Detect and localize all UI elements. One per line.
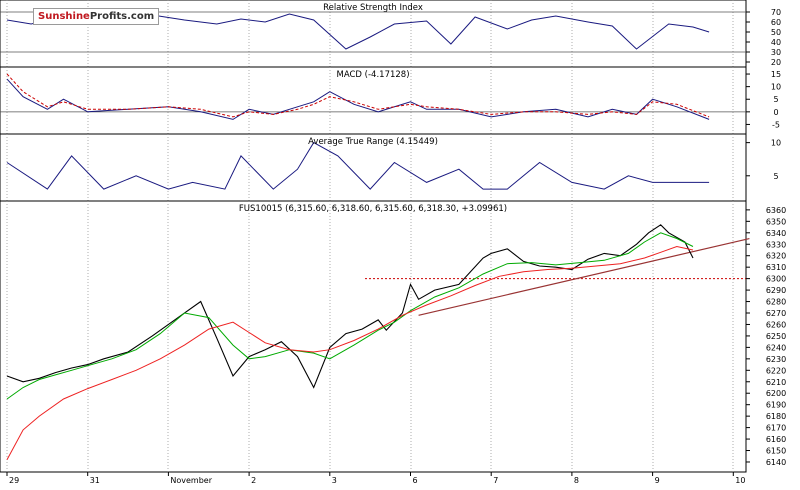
rsi-ytick-label: 40 — [771, 38, 781, 47]
price-title: FUS10015 (6,315.60, 6,318.60, 6,315.60, … — [239, 204, 507, 214]
atr-ytick-label: 10 — [771, 139, 781, 148]
price-ytick-label: 6230 — [766, 355, 786, 364]
macd-ytick-label: -5 — [772, 120, 780, 129]
x-tick-label: 2 — [251, 476, 256, 485]
price-frame — [0, 200, 747, 473]
price-ytick-label: 6210 — [766, 378, 786, 387]
macd-ytick-label: 15 — [771, 70, 781, 79]
rsi-ytick-label: 60 — [771, 18, 781, 27]
brand-logo-part1: Sunshine — [38, 11, 90, 22]
atr-series-0-line — [6, 141, 710, 190]
macd-ytick-label: 10 — [771, 83, 781, 92]
price-ytick-label: 6300 — [766, 275, 786, 284]
price-ytick-label: 6290 — [766, 286, 786, 295]
brand-logo[interactable]: SunshineProfits.com — [33, 8, 160, 25]
x-tick-label: 9 — [655, 476, 660, 485]
macd-ytick-label: 0 — [773, 108, 778, 117]
price-ytick-label: 6310 — [766, 263, 786, 272]
atr-title: Average True Range (4.15449) — [308, 137, 438, 147]
price-ytick-label: 6270 — [766, 309, 786, 318]
x-tick-label: 29 — [9, 476, 19, 485]
price-ytick-label: 6330 — [766, 240, 786, 249]
panel-atr: 5 10 Average True Range (4.15449) — [0, 133, 781, 202]
macd-series-1-line — [6, 73, 710, 118]
price-series-0-line — [6, 224, 694, 389]
x-tick-label: 31 — [90, 476, 100, 485]
macd-frame — [0, 66, 747, 135]
x-tick-label: 3 — [332, 476, 337, 485]
brand-logo-suffix: .com — [127, 11, 155, 22]
price-ytick-label: 6170 — [766, 424, 786, 433]
rsi-ytick-label: 70 — [771, 8, 781, 17]
panel-macd: -5 0 5 10 15 MACD (-4.17128) — [0, 66, 781, 135]
atr-ytick-label: 5 — [773, 172, 778, 181]
price-ytick-label: 6150 — [766, 447, 786, 456]
price-ytick-label: 6240 — [766, 343, 786, 352]
price-series-1-line — [6, 232, 694, 400]
panel-price: 6140615061606170618061906200621062206230… — [0, 200, 786, 485]
price-series-2-line — [6, 245, 694, 460]
price-ytick-label: 6360 — [766, 206, 786, 215]
price-ytick-label: 6260 — [766, 320, 786, 329]
macd-title: MACD (-4.17128) — [336, 70, 409, 80]
brand-logo-part2: Profits — [89, 11, 128, 22]
price-ytick-label: 6320 — [766, 252, 786, 261]
x-tick-label: 6 — [413, 476, 418, 485]
price-ytick-label: 6250 — [766, 332, 786, 341]
x-tick-label: 8 — [574, 476, 579, 485]
price-ytick-label: 6140 — [766, 458, 786, 467]
x-tick-label: 10 — [735, 476, 745, 485]
price-ytick-label: 6350 — [766, 217, 786, 226]
rsi-title: Relative Strength Index — [323, 3, 423, 13]
price-ytick-label: 6180 — [766, 412, 786, 421]
x-tick-label: 7 — [493, 476, 498, 485]
rsi-ytick-label: 30 — [771, 48, 781, 57]
price-ytick-label: 6220 — [766, 366, 786, 375]
price-ytick-label: 6190 — [766, 401, 786, 410]
rsi-ytick-label: 50 — [771, 28, 781, 37]
rsi-ytick-label: 20 — [771, 58, 781, 67]
x-tick-label: November — [170, 476, 212, 485]
price-ytick-label: 6160 — [766, 435, 786, 444]
atr-frame — [0, 133, 747, 202]
macd-ytick-label: 5 — [773, 95, 778, 104]
price-ytick-label: 6280 — [766, 298, 786, 307]
price-ytick-label: 6340 — [766, 229, 786, 238]
price-ytick-label: 6200 — [766, 389, 786, 398]
price-trendline — [418, 237, 750, 316]
